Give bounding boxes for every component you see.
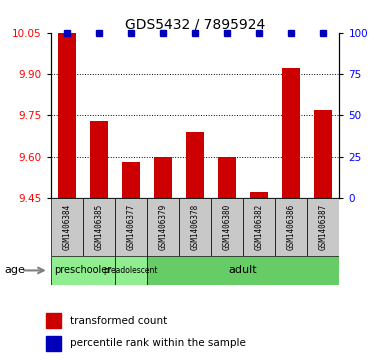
Bar: [179, 198, 211, 256]
Bar: [250, 192, 268, 198]
Bar: [186, 132, 204, 198]
Bar: [275, 198, 307, 256]
Bar: [115, 198, 147, 256]
Text: GSM1406387: GSM1406387: [319, 204, 328, 250]
Bar: [147, 256, 339, 285]
Bar: [46, 313, 61, 329]
Bar: [154, 156, 172, 198]
Bar: [46, 336, 61, 351]
Bar: [115, 256, 147, 285]
Bar: [282, 69, 300, 198]
Text: GSM1406378: GSM1406378: [190, 204, 200, 250]
Text: GSM1406382: GSM1406382: [255, 204, 264, 250]
Text: GSM1406377: GSM1406377: [126, 204, 135, 250]
Text: percentile rank within the sample: percentile rank within the sample: [70, 338, 246, 348]
Text: GSM1406385: GSM1406385: [94, 204, 103, 250]
Bar: [314, 110, 332, 198]
Text: preadolescent: preadolescent: [104, 266, 158, 275]
Bar: [243, 198, 275, 256]
Bar: [147, 198, 179, 256]
Bar: [218, 156, 236, 198]
Bar: [307, 198, 339, 256]
Text: preschooler: preschooler: [54, 265, 112, 276]
Bar: [90, 121, 108, 198]
Title: GDS5432 / 7895924: GDS5432 / 7895924: [125, 17, 265, 32]
Text: transformed count: transformed count: [70, 316, 167, 326]
Text: GSM1406380: GSM1406380: [223, 204, 232, 250]
Bar: [122, 162, 140, 198]
Text: age: age: [4, 265, 25, 276]
Bar: [51, 198, 83, 256]
Text: adult: adult: [229, 265, 257, 276]
Bar: [211, 198, 243, 256]
Text: GSM1406386: GSM1406386: [287, 204, 296, 250]
Bar: [51, 256, 115, 285]
Text: GSM1406379: GSM1406379: [158, 204, 167, 250]
Bar: [83, 198, 115, 256]
Bar: [58, 33, 76, 198]
Text: GSM1406384: GSM1406384: [62, 204, 71, 250]
